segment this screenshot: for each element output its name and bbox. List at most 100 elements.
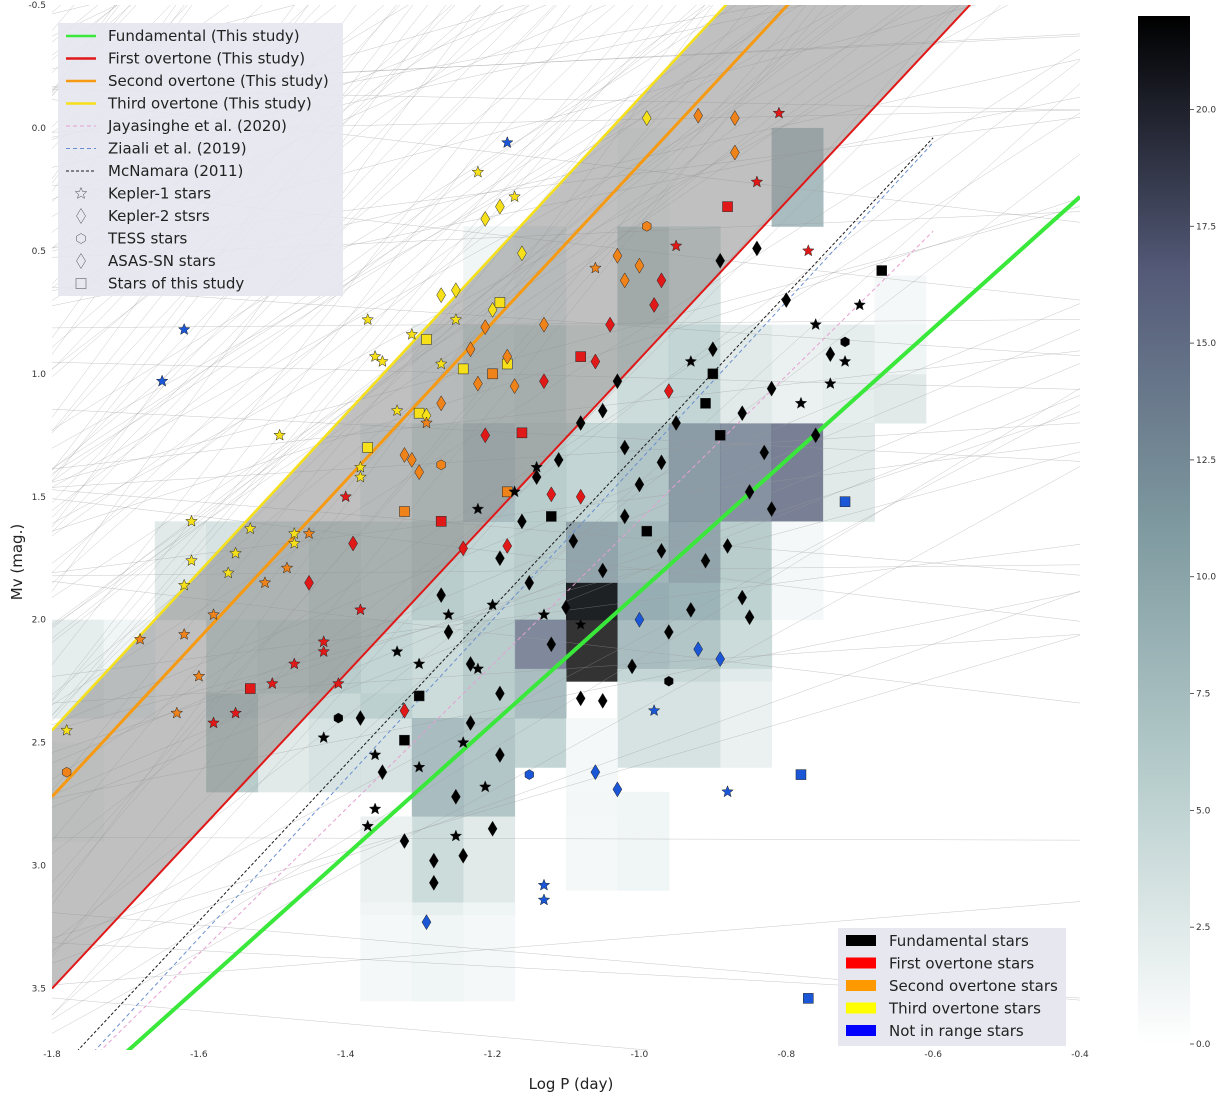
data-point: [823, 377, 837, 390]
relation-line: [52, 5, 801, 474]
data-point: [390, 645, 404, 658]
relation-line: [52, 5, 616, 470]
x-tick-label: -0.6: [924, 1050, 942, 1060]
data-point: [471, 165, 485, 178]
data-point: [62, 766, 72, 778]
data-point: [465, 714, 476, 731]
y-tick-label: 1.0: [32, 370, 47, 380]
relation-line: [52, 997, 650, 1050]
class-legend-swatch: [846, 1025, 876, 1036]
data-point: [721, 785, 734, 798]
data-point: [684, 354, 698, 367]
data-point: [317, 645, 331, 658]
data-point: [480, 210, 491, 227]
density-cell: [771, 521, 824, 621]
relation-line: [52, 5, 774, 469]
density-cell: [617, 791, 670, 891]
relation-line: [52, 5, 788, 537]
data-point: [546, 486, 557, 503]
data-point: [177, 322, 191, 335]
fit-line: [77, 137, 934, 1050]
data-point: [539, 316, 549, 333]
legend-marker-swatch: [74, 186, 88, 199]
data-point: [876, 265, 887, 276]
data-point: [693, 107, 703, 124]
data-point: [442, 608, 455, 621]
fit-line: [52, 5, 790, 798]
density-cell: [720, 582, 773, 682]
data-point: [750, 175, 764, 188]
fit-lines: [52, 5, 1080, 1050]
data-point: [612, 247, 623, 264]
legend-line-label: Jayasinghe et al. (2020): [107, 117, 287, 135]
colorbar-tick-label: 15.0: [1196, 339, 1216, 349]
data-point: [333, 712, 343, 724]
relation-line: [52, 5, 502, 477]
legend-line-label: Third overtone (This study): [107, 95, 312, 113]
data-point: [649, 296, 659, 313]
data-point: [766, 501, 777, 518]
data-point: [737, 405, 748, 422]
data-point: [627, 658, 637, 675]
relation-line: [52, 5, 571, 665]
data-point: [737, 589, 748, 606]
legend-line-label: McNamara (2011): [108, 162, 243, 180]
data-point: [362, 442, 373, 453]
density-cell: [463, 718, 516, 817]
x-tick-label: -0.8: [778, 1050, 796, 1060]
line-marker-legend: Fundamental (This study) First overtone (…: [58, 23, 343, 296]
data-point: [759, 444, 770, 461]
legend-marker-swatch: [76, 253, 86, 269]
data-point: [794, 396, 808, 409]
data-point: [575, 488, 586, 505]
data-point: [502, 537, 513, 554]
relation-line: [52, 5, 530, 503]
data-point: [495, 550, 505, 567]
x-tick-label: -1.0: [631, 1050, 649, 1060]
fit-line: [125, 195, 1080, 1050]
data-point: [348, 535, 358, 552]
data-point: [354, 470, 367, 483]
legend-marker-swatch: [76, 208, 86, 224]
data-point: [280, 561, 294, 574]
data-point: [642, 221, 652, 232]
data-point: [436, 587, 446, 604]
data-point: [508, 190, 521, 203]
fit-line: [94, 142, 934, 1050]
density-cell: [720, 324, 773, 424]
data-point: [207, 608, 220, 621]
relation-line: [52, 5, 558, 533]
density-cell: [668, 668, 721, 768]
data-point: [487, 368, 498, 380]
class-legend-swatch: [846, 935, 876, 946]
data-point: [265, 676, 279, 690]
relation-line: [52, 5, 592, 701]
data-point: [449, 313, 463, 326]
class-legend-swatch: [846, 980, 876, 991]
relation-line: [52, 404, 1080, 951]
data-point: [839, 496, 851, 507]
legend-marker-label: Kepler-1 stars: [108, 185, 211, 203]
data-point: [539, 373, 549, 390]
y-tick-label: 2.0: [32, 616, 47, 626]
density-cell: [668, 582, 721, 682]
data-point: [619, 508, 630, 525]
y-tick-label: 0.5: [32, 247, 46, 257]
relation-line: [52, 901, 1080, 986]
data-point: [575, 415, 586, 431]
relation-line: [52, 5, 738, 431]
colorbar-tick-label: 5.0: [1196, 806, 1211, 816]
data-point: [361, 819, 375, 832]
data-point: [177, 578, 191, 591]
relation-line: [52, 634, 1080, 939]
data-point: [772, 106, 786, 119]
y-tick-label: 3.0: [32, 862, 47, 872]
legend-marker-swatch: [75, 278, 87, 289]
data-point: [185, 514, 198, 527]
data-point: [686, 601, 696, 618]
relation-line: [52, 5, 790, 564]
data-point: [243, 522, 257, 535]
data-point: [715, 651, 725, 668]
density-cell: [411, 619, 464, 719]
data-point: [801, 244, 815, 257]
